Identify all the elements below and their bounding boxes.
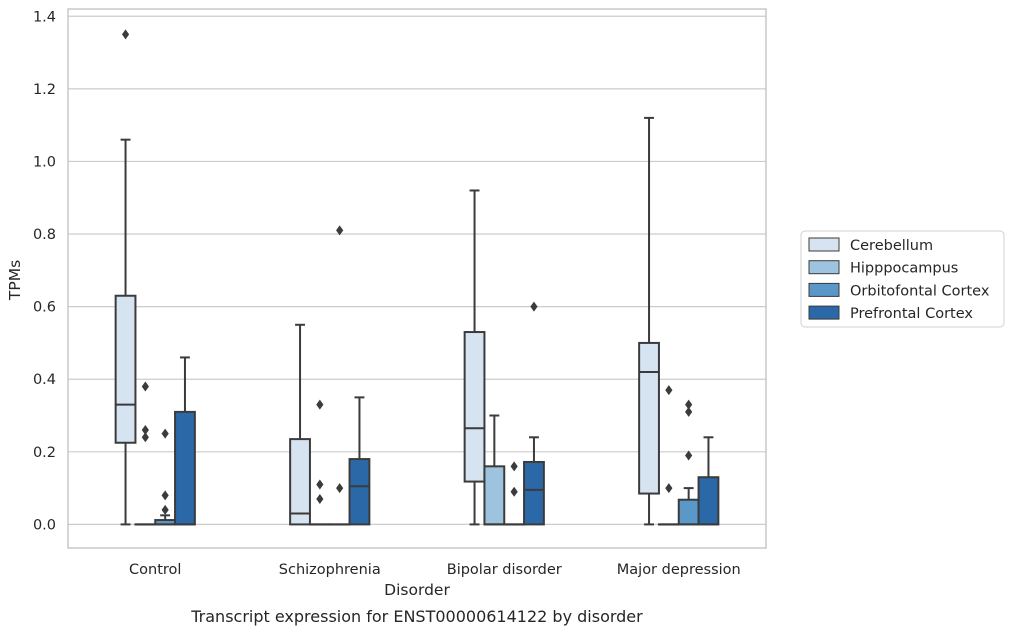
y-tick-label: 0.8 [33,227,56,243]
x-tick-label: Control [129,562,181,578]
legend-box [800,230,1005,328]
outlier-point [665,483,673,494]
legend-swatch [808,305,840,320]
box-3-0 [174,356,196,526]
y-tick-label: 0.4 [33,372,56,388]
legend-swatch [808,282,840,297]
box-0-3 [638,116,660,526]
outlier-point [161,490,169,501]
x-tick-labels: Control Schizophrenia Bipolar disorder Majo… [129,562,741,578]
x-tick-label: Major depression [617,562,741,578]
outlier-point [336,225,344,236]
box-3-1 [348,396,371,526]
outlier-point [161,504,169,515]
legend-label: Hipppocampus [850,261,958,277]
outlier-point [316,494,324,504]
legend-swatch [808,260,840,275]
outlier-point [316,399,324,410]
grid-layer [68,15,766,526]
box-0-2 [463,189,486,526]
chart-caption: Transcript expression for ENST0000061412… [190,607,643,626]
box-rect [697,476,720,526]
outlier-point [336,483,344,494]
outlier-point [685,406,693,417]
y-tick-labels: 0.0 0.2 0.4 0.6 0.8 1.0 1.2 1.4 [33,9,56,533]
box-3-2 [523,301,545,526]
y-tick-label: 0.2 [33,445,56,461]
y-axis-label: TPMs [6,260,24,301]
box-layer [114,29,720,526]
box-1-2 [483,414,506,526]
box-rect [463,331,486,483]
box-rect [348,458,371,526]
legend-label: Cerebellum [850,238,933,254]
box-rect [114,294,137,444]
x-tick-label: Bipolar disorder [447,562,562,578]
box-3-3 [697,436,720,526]
y-tick-label: 1.4 [33,9,56,25]
box-0-1 [289,323,311,526]
box-0-0 [114,29,137,526]
box-2-1 [328,225,351,526]
outlier-point [685,450,693,461]
box-2-3 [677,399,700,526]
box-rect [483,465,506,526]
outlier-point [685,399,693,410]
box-rect [677,498,700,526]
outlier-point [141,425,149,436]
box-2-2 [503,461,526,526]
legend-swatch [808,237,840,252]
legend-label: Orbitofontal Cortex [850,283,990,299]
box-2-0 [154,428,177,526]
legend: Cerebellum Hipppocampus Orbitofontal Corte… [800,230,1005,328]
box-rect [638,341,660,495]
legend-label: Prefrontal Cortex [850,306,973,322]
box-rect [523,460,545,526]
outlier-point [530,301,538,312]
outlier-point [665,385,673,396]
y-tick-label: 0.6 [33,300,56,316]
y-tick-label: 1.0 [33,154,56,170]
plot-frame [67,8,767,549]
outlier-point [316,479,324,490]
y-tick-label: 1.2 [33,82,56,98]
outlier-point [141,432,149,443]
outlier-point [121,29,130,40]
outlier-point [510,486,518,497]
outlier-point [510,461,518,472]
box-rect [174,410,196,526]
outlier-point [141,381,149,392]
x-tick-label: Schizophrenia [279,562,381,578]
box-1-0 [134,381,157,526]
x-axis-label: Disorder [384,581,450,599]
box-1-1 [308,399,331,526]
outlier-point [161,428,169,439]
box-rect [289,438,311,526]
y-tick-label: 0.0 [33,517,56,533]
box-1-3 [657,385,680,526]
